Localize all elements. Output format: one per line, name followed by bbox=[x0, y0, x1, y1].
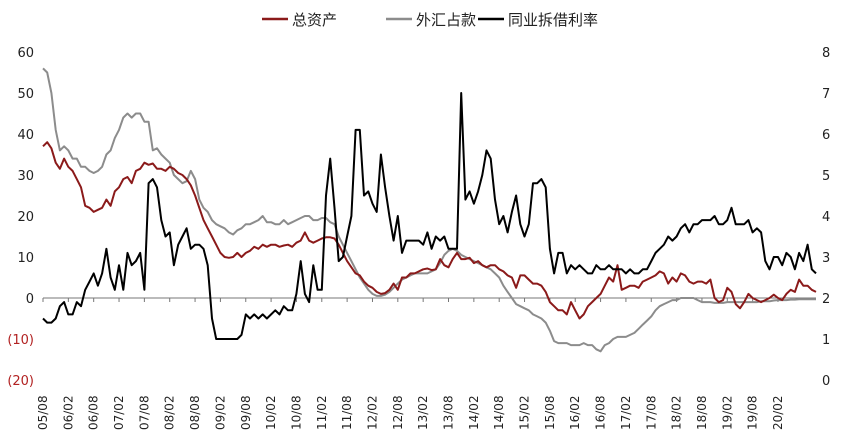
x-tick-label: 19/08 bbox=[746, 395, 760, 430]
legend-label: 外汇占款 bbox=[416, 11, 476, 29]
x-tick-label: 07/08 bbox=[137, 395, 151, 430]
x-tick-label: 07/02 bbox=[112, 395, 126, 430]
right-y-tick-label: 1 bbox=[822, 333, 830, 348]
left-y-tick-label: (10) bbox=[7, 333, 34, 348]
left-y-tick-label: 50 bbox=[17, 87, 34, 102]
x-tick-label: 12/08 bbox=[391, 395, 405, 430]
x-tick-label: 17/02 bbox=[619, 395, 633, 430]
series-line-0 bbox=[42, 141, 817, 320]
x-tick-label: 18/08 bbox=[695, 395, 709, 430]
x-tick-label: 11/08 bbox=[340, 395, 354, 430]
x-tick-label: 15/02 bbox=[518, 395, 532, 430]
x-tick-label: 10/08 bbox=[289, 395, 303, 430]
right-y-tick-label: 7 bbox=[822, 87, 830, 102]
x-tick-label: 09/08 bbox=[239, 395, 253, 430]
left-y-tick-label: 60 bbox=[17, 46, 34, 61]
left-y-tick-label: 10 bbox=[17, 251, 34, 266]
x-tick-label: 15/08 bbox=[543, 395, 557, 430]
left-y-tick-label: (20) bbox=[7, 374, 34, 389]
left-y-tick-label: 30 bbox=[17, 169, 34, 184]
right-y-tick-label: 3 bbox=[822, 251, 830, 266]
x-tick-label: 05/08 bbox=[36, 395, 50, 430]
chart-legend: 总资产 外汇占款 同业拆借利率 bbox=[262, 11, 598, 29]
x-tick-label: 14/02 bbox=[467, 395, 481, 430]
x-tick-label: 18/02 bbox=[670, 395, 684, 430]
right-y-tick-label: 8 bbox=[822, 46, 830, 61]
right-y-tick-label: 2 bbox=[822, 292, 830, 307]
right-y-tick-label: 5 bbox=[822, 169, 830, 184]
right-y-tick-label: 6 bbox=[822, 128, 830, 143]
x-tick-label: 06/08 bbox=[87, 395, 101, 430]
x-axis: 05/08 06/02 06/08 07/02 07/08 08/02 08/08 09/02… bbox=[36, 297, 816, 430]
legend-label: 总资产 bbox=[292, 11, 337, 29]
x-tick-label: 10/02 bbox=[264, 395, 278, 430]
x-tick-label: 20/02 bbox=[771, 395, 785, 430]
left-y-axis: 60 50 40 30 20 10 0 (10) (20) bbox=[7, 46, 34, 389]
left-y-tick-label: 40 bbox=[17, 128, 34, 143]
right-y-axis: 8 7 6 5 4 3 2 1 0 bbox=[822, 46, 830, 389]
x-tick-label: 14/08 bbox=[492, 395, 506, 430]
x-tick-label: 19/02 bbox=[720, 395, 734, 430]
left-y-tick-label: 0 bbox=[26, 292, 34, 307]
x-tick-label: 17/08 bbox=[644, 395, 658, 430]
series-line-2 bbox=[42, 92, 817, 340]
x-tick-label: 16/02 bbox=[568, 395, 582, 430]
x-tick-label: 12/02 bbox=[365, 395, 379, 430]
x-tick-label: 08/02 bbox=[163, 395, 177, 430]
x-tick-label: 13/08 bbox=[442, 395, 456, 430]
right-y-tick-label: 0 bbox=[822, 374, 830, 389]
x-tick-label: 13/02 bbox=[416, 395, 430, 430]
right-y-tick-label: 4 bbox=[822, 210, 830, 225]
x-tick-label: 16/08 bbox=[594, 395, 608, 430]
x-tick-label: 09/02 bbox=[213, 395, 227, 430]
left-y-tick-label: 20 bbox=[17, 210, 34, 225]
x-tick-label: 06/02 bbox=[61, 395, 75, 430]
legend-label: 同业拆借利率 bbox=[508, 11, 598, 29]
x-tick-label: 08/08 bbox=[188, 395, 202, 430]
plot-area bbox=[42, 67, 817, 353]
x-tick-label: 11/02 bbox=[315, 395, 329, 430]
